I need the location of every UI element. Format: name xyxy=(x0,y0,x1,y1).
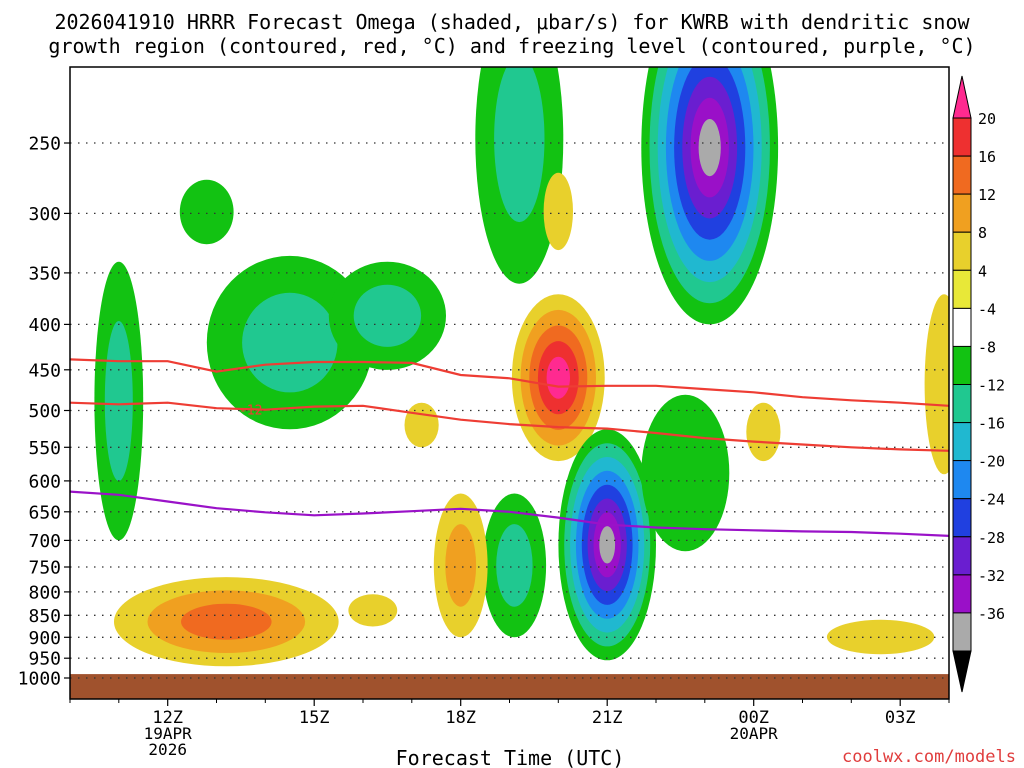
pressure-axis: 2503003504004505005506006507007508008509… xyxy=(18,134,70,690)
colorbar-label-7: -12 xyxy=(978,377,1005,395)
x-tick-label-00Z: 00Z xyxy=(738,708,769,728)
colorbar-label-1: 16 xyxy=(978,148,996,166)
freezing-level-contour xyxy=(70,490,949,537)
ground-surface xyxy=(70,674,949,699)
red-contour--12 xyxy=(70,401,949,452)
red-contour--18 xyxy=(70,358,949,407)
colorbar-top-arrow xyxy=(952,75,972,119)
colorbar-segment-13 xyxy=(952,612,972,652)
y-tick-label-300: 300 xyxy=(28,204,61,225)
y-tick-label-250: 250 xyxy=(28,134,61,155)
x-tick-label-18Z: 18Z xyxy=(445,708,476,728)
omega-feature-16-level-0 xyxy=(924,294,949,475)
colorbar-segment-10 xyxy=(952,498,972,538)
y-tick-label-950: 950 xyxy=(28,649,61,670)
x-year-label-2026: 2026 xyxy=(148,740,187,759)
omega-feature-11-level-0 xyxy=(348,594,398,627)
source-credit: coolwx.com/models xyxy=(842,747,1016,767)
omega-feature-6-level-4 xyxy=(546,356,570,399)
y-tick-label-900: 900 xyxy=(28,628,61,649)
omega-feature-8-level-7 xyxy=(599,526,616,564)
colorbar-label-12: -32 xyxy=(978,567,1005,585)
temperature-contours: -12 xyxy=(70,358,949,537)
y-tick-label-650: 650 xyxy=(28,502,61,523)
y-tick-label-600: 600 xyxy=(28,471,61,492)
colorbar-label-6: -8 xyxy=(978,338,996,356)
y-tick-label-700: 700 xyxy=(28,531,61,552)
colorbar-label-2: 12 xyxy=(978,186,996,204)
x-axis-label: Forecast Time (UTC) xyxy=(396,746,625,768)
colorbar-segment-9 xyxy=(952,460,972,500)
omega-feature-17-level-0 xyxy=(543,172,573,251)
y-tick-label-750: 750 xyxy=(28,558,61,579)
red-contour-label--12: -12 xyxy=(239,404,262,419)
colorbar-segment-4 xyxy=(952,269,972,309)
colorbar-label-5: -4 xyxy=(978,300,996,318)
omega-feature-5-level-7 xyxy=(698,119,721,177)
colorbar-label-0: 20 xyxy=(978,110,996,128)
omega-feature-4-level-1 xyxy=(494,67,545,223)
y-tick-label-850: 850 xyxy=(28,606,61,627)
x-tick-label-21Z: 21Z xyxy=(592,708,623,728)
plot-area: -12 xyxy=(69,66,950,700)
omega-feature-0-level-1 xyxy=(104,321,133,481)
colorbar-segment-3 xyxy=(952,231,972,271)
colorbar-segment-11 xyxy=(952,536,972,576)
colorbar-label-11: -28 xyxy=(978,529,1005,547)
omega-feature-10-level-1 xyxy=(445,524,477,607)
colorbar-label-13: -36 xyxy=(978,605,1005,623)
colorbar-label-3: 8 xyxy=(978,224,987,242)
colorbar-label-10: -24 xyxy=(978,491,1005,509)
omega-feature-1-level-1 xyxy=(242,292,338,393)
omega-feature-2-level-1 xyxy=(353,284,422,347)
chart-title-line1: 2026041910 HRRR Forecast Omega (shaded, … xyxy=(54,10,970,34)
omega-feature-15-level-0 xyxy=(826,619,935,655)
colorbar-segment-2 xyxy=(952,193,972,233)
y-tick-label-400: 400 xyxy=(28,315,61,336)
x-date-label-19APR: 19APR xyxy=(144,724,193,743)
y-tick-label-500: 500 xyxy=(28,401,61,422)
y-tick-label-1000: 1000 xyxy=(18,669,61,690)
colorbar-segment-0 xyxy=(952,117,972,157)
y-tick-label-800: 800 xyxy=(28,582,61,603)
colorbar-bottom-arrow xyxy=(952,650,972,693)
colorbar-label-9: -20 xyxy=(978,453,1005,471)
chart-title-line2: growth region (contoured, red, °C) and f… xyxy=(48,34,975,58)
x-tick-label-03Z: 03Z xyxy=(885,708,916,728)
colorbar-segment-8 xyxy=(952,422,972,462)
x-date-label-20APR: 20APR xyxy=(730,724,779,743)
y-tick-label-350: 350 xyxy=(28,263,61,284)
omega-feature-13-level-2 xyxy=(181,603,272,640)
x-tick-label-15Z: 15Z xyxy=(299,708,330,728)
colorbar-segment-5 xyxy=(952,307,972,347)
y-tick-label-550: 550 xyxy=(28,438,61,459)
omega-feature-7-level-1 xyxy=(496,524,533,607)
colorbar-segment-12 xyxy=(952,574,972,614)
omega-feature-14-level-0 xyxy=(746,402,781,462)
colorbar-segment-1 xyxy=(952,155,972,195)
omega-feature-12-level-0 xyxy=(404,402,439,448)
colorbar-segment-6 xyxy=(952,345,972,385)
colorbar-label-8: -16 xyxy=(978,415,1005,433)
x-tick-label-12Z: 12Z xyxy=(152,708,183,728)
colorbar-label-4: 4 xyxy=(978,262,987,280)
omega-colorbar: 20 16 12 8 4 -4 -8 -12 -16 -20 -24 -28 -32 -36 xyxy=(952,75,1005,693)
omega-feature-3-level-0 xyxy=(179,179,234,245)
y-tick-label-450: 450 xyxy=(28,360,61,381)
colorbar-segment-7 xyxy=(952,384,972,424)
